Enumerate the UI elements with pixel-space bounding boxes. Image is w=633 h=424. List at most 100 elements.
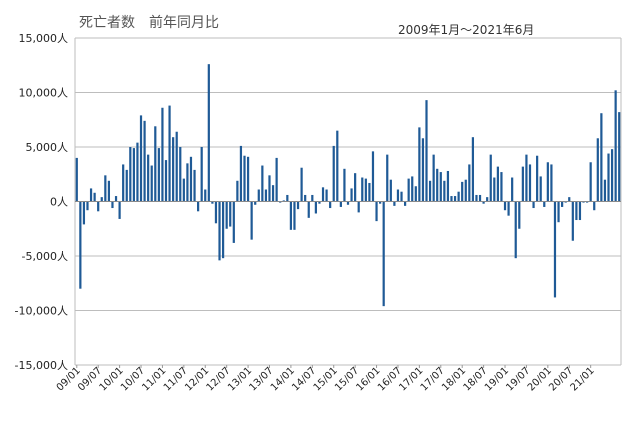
bar [111,201,114,209]
bar [371,151,375,202]
bar [421,138,425,202]
bar [457,191,460,202]
bar [396,189,400,202]
bar [350,188,353,202]
bar [386,154,389,202]
bar [271,185,275,202]
bar [193,169,196,202]
bar [428,180,432,202]
bar [236,180,239,202]
bar [553,201,557,298]
bar [461,181,464,202]
bar [164,160,168,202]
bar [578,201,582,221]
bar [614,90,617,202]
bar [75,157,78,202]
bar [550,164,553,202]
bar [147,154,150,202]
bar [618,112,621,202]
bar [436,168,439,202]
bar [493,177,496,202]
bar [511,177,514,202]
bar [346,201,350,205]
bar [336,130,339,202]
bar [129,147,132,202]
bar [214,201,218,224]
bar [307,201,310,218]
bar [97,201,100,212]
y-tick-label: 0人 [50,196,68,209]
bar [593,201,596,211]
bar [200,147,203,202]
y-tick-label: -5,000人 [22,250,68,263]
bar [585,201,589,203]
bar-layer [75,64,621,307]
bar [425,100,428,202]
bar [79,201,82,289]
bar [582,201,585,203]
bar [89,188,93,202]
bar [114,196,118,202]
bar [543,201,546,207]
bar [610,149,614,202]
bar [82,201,86,225]
bar [450,196,453,202]
x-tick-labels: 09/0109/0710/0110/0711/0111/0712/0112/07… [55,365,597,394]
bar [189,156,193,202]
bar [279,201,282,203]
y-tick-label: -10,000人 [15,305,68,318]
bar [275,157,278,202]
bar [596,138,599,202]
bar [528,164,532,202]
bar [500,172,503,202]
chart-subtitle: 2009年1月～2021年6月 [398,23,534,37]
bar [571,201,574,241]
bar [418,127,421,202]
bar [321,187,325,202]
bar [150,165,153,202]
bar [403,201,407,206]
bar [154,126,157,202]
bar [439,172,442,202]
bar [518,201,521,229]
bar [172,137,175,202]
bar [157,148,160,202]
bar [400,191,403,202]
bar [575,201,578,221]
bar [486,197,489,202]
x-tick-label: 21/01 [569,365,597,393]
bar [218,201,221,261]
bar [264,189,268,202]
bar [300,167,303,202]
bar [443,180,446,202]
bar [293,201,296,230]
bar [339,201,342,207]
bar [186,163,189,202]
bar [525,154,528,202]
bar [286,194,289,202]
bar [93,192,96,202]
bar [432,154,435,202]
bar [197,201,200,212]
bar [464,179,467,202]
y-tick-label: 15,000人 [19,32,69,45]
bar [600,113,603,202]
bar [311,194,314,202]
bar [304,194,307,202]
bar [475,194,478,202]
bar [496,166,499,202]
bar [182,178,185,202]
bar [393,201,396,206]
bar [239,145,243,202]
bar [357,201,360,213]
bar [318,201,321,204]
y-tick-label: 10,000人 [19,87,69,100]
bar [250,201,253,240]
bar [539,176,542,202]
bar [86,201,89,211]
bar [118,201,121,219]
bar [564,201,567,203]
bar [514,201,517,259]
